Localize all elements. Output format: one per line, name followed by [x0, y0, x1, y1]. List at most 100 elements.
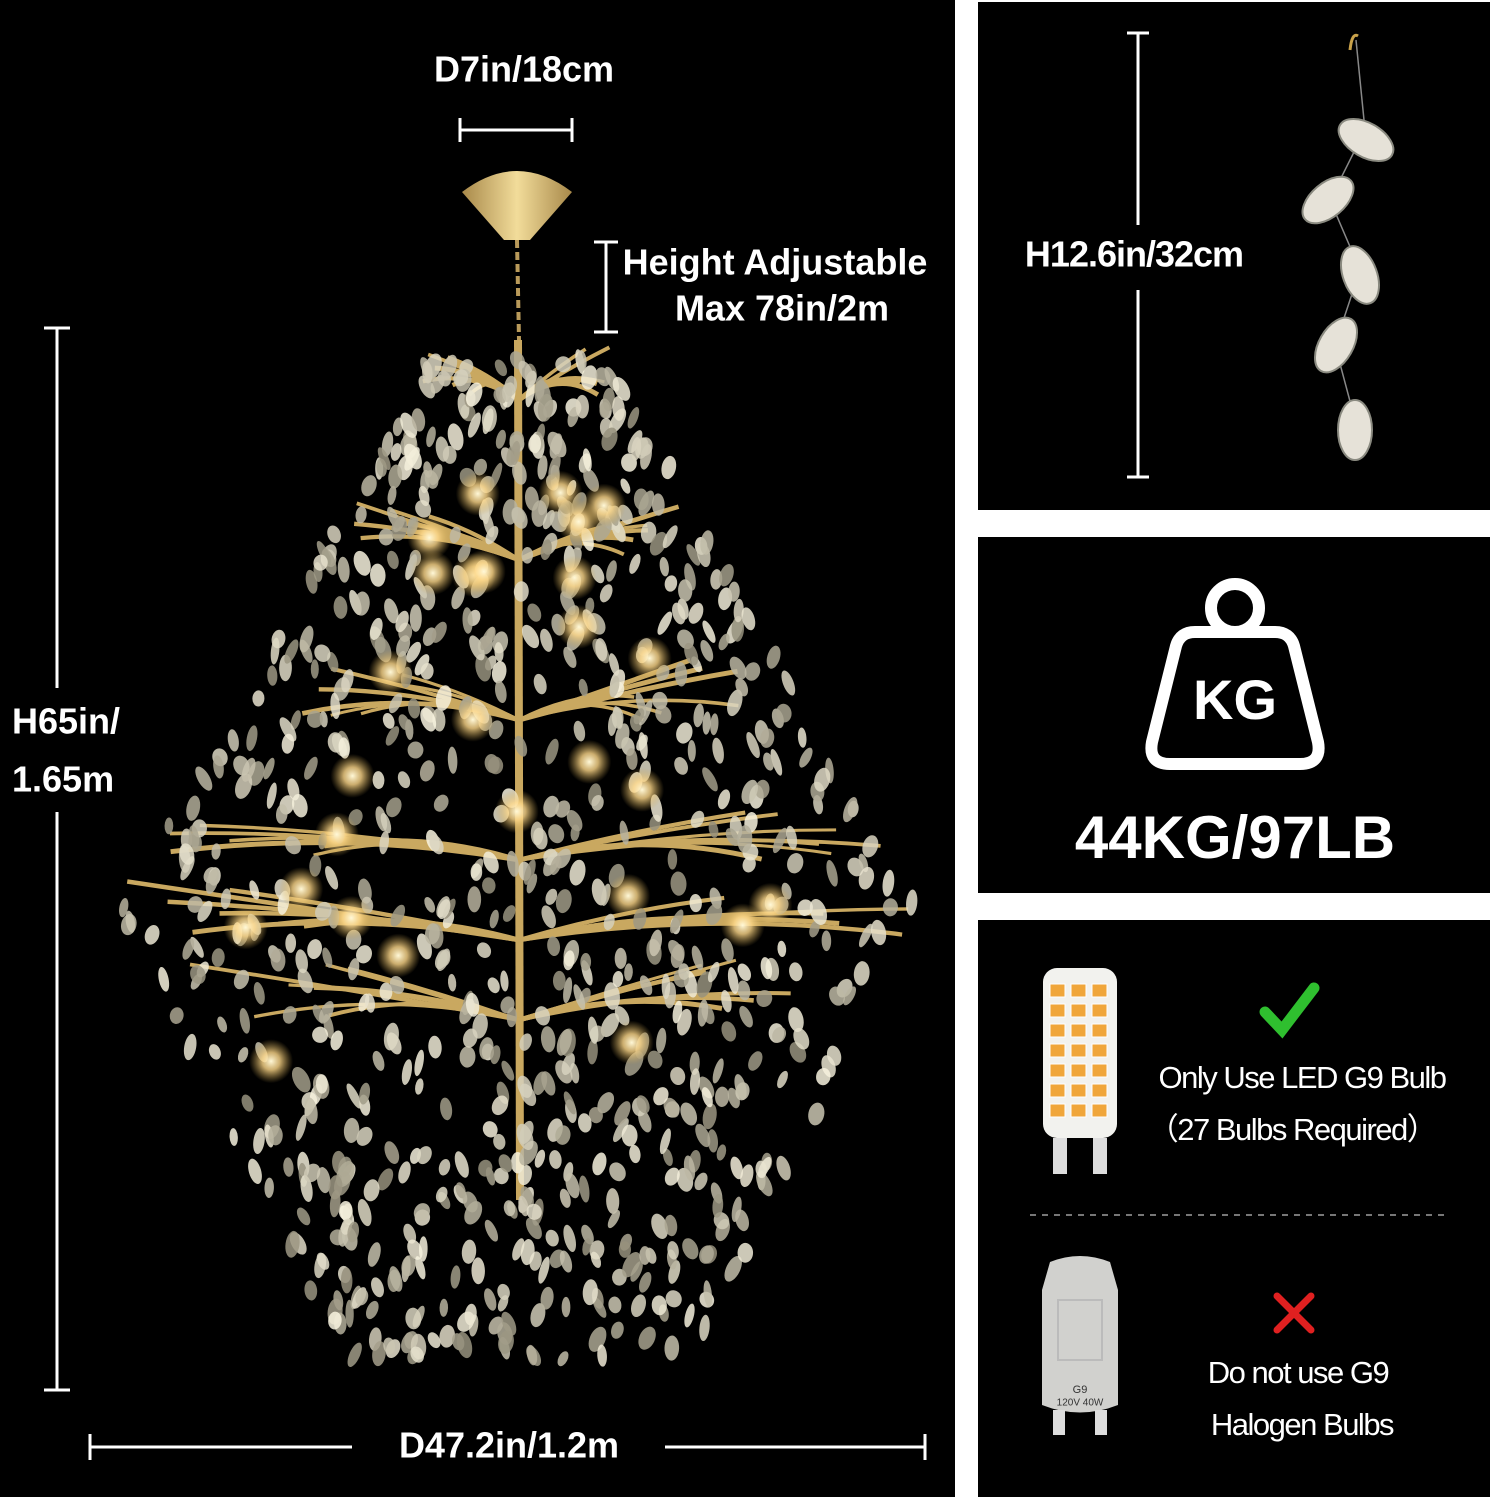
- crystal: [611, 1321, 624, 1339]
- crystal: [670, 871, 687, 896]
- crystal: [470, 863, 483, 881]
- weight-body: [1145, 626, 1325, 770]
- crystal: [500, 970, 509, 992]
- bulb-pin: [1093, 1138, 1107, 1174]
- crystal: [401, 1059, 413, 1085]
- weight-icon-label: KG: [1193, 668, 1277, 731]
- crystal: [563, 646, 577, 669]
- led-chip: [1070, 1003, 1087, 1018]
- crystal: [144, 925, 160, 945]
- crystal: [689, 894, 702, 913]
- crystal: [270, 948, 286, 972]
- crystal: [341, 669, 354, 693]
- crystal: [540, 1286, 554, 1310]
- crystal: [606, 1188, 620, 1215]
- crystal: [737, 980, 751, 1001]
- crystal: [665, 1290, 682, 1308]
- crystal: [253, 982, 265, 1005]
- crystal: [491, 1095, 509, 1116]
- crystal: [467, 886, 482, 913]
- crystal: [582, 1279, 598, 1306]
- crystal: [158, 966, 170, 992]
- light: [567, 739, 612, 784]
- diameter: D47.2in/1.2m: [399, 1425, 619, 1466]
- crystal: [372, 1341, 386, 1367]
- crystal: [588, 1016, 599, 1044]
- crystal: [396, 635, 411, 657]
- crystal: [482, 408, 494, 435]
- light: [314, 812, 359, 857]
- halogen-note: Halogen Bulbs: [1211, 1407, 1394, 1442]
- crystal: [388, 693, 403, 714]
- crystal: [528, 434, 542, 454]
- crystal: [510, 440, 521, 466]
- crystal: [318, 1000, 334, 1024]
- branch: [518, 991, 791, 1022]
- crystal: [390, 443, 402, 461]
- crystal: [439, 1324, 456, 1348]
- adjustable-label: Height Adjustable: [623, 242, 928, 283]
- crystal: [347, 1221, 360, 1243]
- crystal: [707, 1129, 719, 1153]
- crystal: [435, 685, 452, 711]
- crystal: [561, 1296, 571, 1318]
- crystal: [518, 360, 534, 382]
- crystal: [755, 1160, 767, 1179]
- crystal: [661, 973, 671, 1000]
- led-chip: [1091, 1023, 1108, 1038]
- light: [279, 867, 324, 912]
- diameter-dimension: D47.2in/1.2m: [88, 1425, 927, 1466]
- crystal: [428, 1035, 442, 1059]
- light: [461, 549, 506, 594]
- crystal: [213, 755, 224, 779]
- crystal: [555, 1125, 571, 1145]
- crystal: [563, 1224, 576, 1253]
- crystal: [479, 1037, 494, 1060]
- crystal: [523, 859, 536, 885]
- crystal: [465, 382, 483, 407]
- crystal: [406, 641, 422, 663]
- crystal: [630, 1261, 643, 1282]
- top-diameter: D7in/18cm: [434, 49, 614, 90]
- crystal: [710, 569, 723, 590]
- main-panel: [0, 0, 955, 1497]
- crystal: [718, 633, 730, 651]
- crystal: [355, 1288, 369, 1306]
- crystal: [621, 1124, 638, 1147]
- crystal: [438, 1158, 451, 1176]
- crystal: [418, 485, 430, 507]
- crystal: [354, 591, 370, 616]
- crystal: [826, 860, 838, 887]
- crystal: [676, 722, 693, 744]
- crystal: [659, 1128, 671, 1155]
- crystal: [659, 557, 669, 577]
- crystal: [520, 1239, 535, 1266]
- adjustable-max: Max 78in/2m: [675, 288, 889, 329]
- crystal: [862, 835, 879, 858]
- crystal: [521, 546, 534, 564]
- weight-panel: [978, 537, 1490, 893]
- crystal: [734, 1074, 747, 1100]
- crystal: [381, 431, 394, 457]
- crystal: [395, 610, 409, 633]
- led-chip: [1091, 1003, 1108, 1018]
- crystal: [391, 516, 408, 541]
- crystal: [179, 843, 195, 865]
- crystal: [608, 1296, 622, 1314]
- crystal: [619, 820, 629, 845]
- crystal: [484, 1219, 499, 1242]
- crystal: [606, 560, 617, 582]
- led-chip: [1091, 1043, 1108, 1058]
- light: [450, 697, 495, 742]
- crystal: [882, 869, 895, 897]
- strand-crystal: [1301, 175, 1355, 225]
- crystal: [678, 963, 690, 981]
- crystal: [533, 1071, 548, 1095]
- crystal: [430, 374, 445, 394]
- crystal: [304, 1097, 318, 1125]
- led-chip: [1049, 1103, 1066, 1118]
- crystal: [227, 729, 239, 752]
- branch: [518, 668, 738, 723]
- crystal: [275, 804, 288, 824]
- crystal: [379, 830, 390, 855]
